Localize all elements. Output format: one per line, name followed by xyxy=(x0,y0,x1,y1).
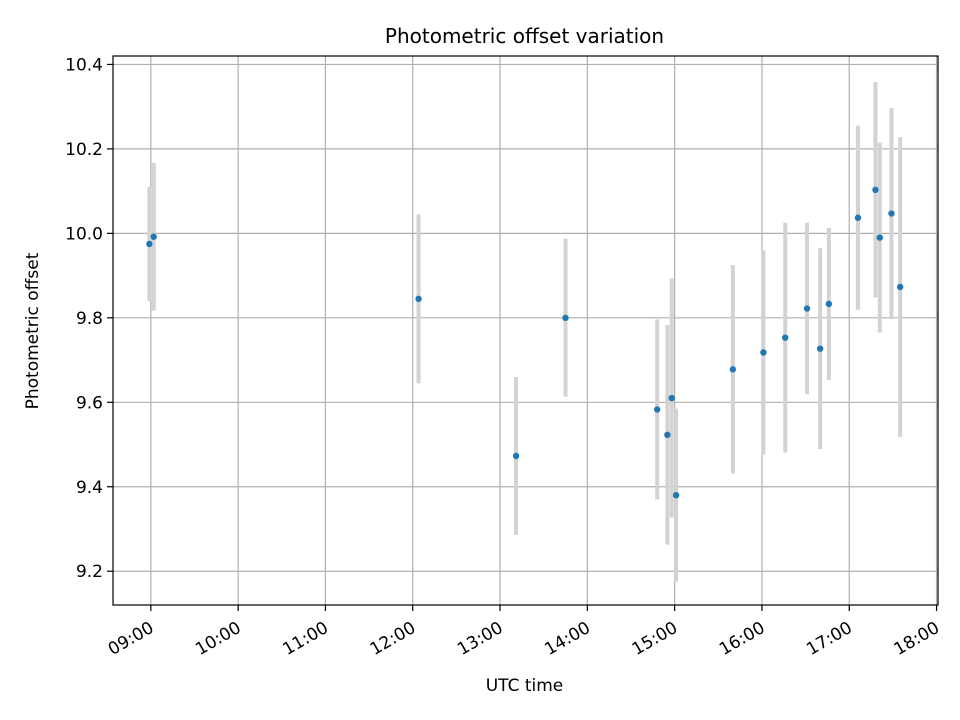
data-point xyxy=(729,366,737,373)
x-tick-label: 09:00 xyxy=(105,618,157,660)
data-point xyxy=(150,233,157,240)
x-tick-label: 11:00 xyxy=(279,618,331,660)
data-point xyxy=(415,295,422,303)
x-axis-label: UTC time xyxy=(486,676,564,696)
x-tick-label: 15:00 xyxy=(629,618,681,660)
x-tick-label: 12:00 xyxy=(367,618,419,660)
y-axis-label: Photometric offset xyxy=(23,252,43,409)
data-point xyxy=(760,349,767,356)
data-point xyxy=(803,305,811,312)
y-tick-label: 9.2 xyxy=(76,562,103,582)
data-point xyxy=(664,431,671,439)
y-tick-label: 10.4 xyxy=(65,55,103,75)
y-tick-label: 9.6 xyxy=(76,393,103,413)
x-tick-label: 18:00 xyxy=(891,618,943,660)
chart-title: Photometric offset variation xyxy=(385,24,664,48)
data-point xyxy=(825,300,833,308)
y-tick-label: 10.0 xyxy=(65,224,103,244)
data-point xyxy=(872,186,879,194)
grid-lines xyxy=(113,56,938,605)
data-point xyxy=(672,492,680,499)
data-points xyxy=(146,186,904,499)
x-tick-label: 17:00 xyxy=(803,618,855,660)
data-point xyxy=(668,394,675,402)
y-tick-label: 9.8 xyxy=(76,309,103,329)
data-point xyxy=(512,452,520,460)
data-point xyxy=(854,214,862,221)
y-tick-label: 10.2 xyxy=(65,140,103,160)
data-point xyxy=(876,234,883,241)
data-point xyxy=(782,334,789,341)
y-tick-label: 9.4 xyxy=(76,478,103,498)
plot-frame xyxy=(112,55,939,606)
data-point xyxy=(816,345,824,352)
x-tick-label: 10:00 xyxy=(192,618,244,660)
x-tick-label: 14:00 xyxy=(541,618,593,660)
data-point xyxy=(653,406,661,413)
data-point xyxy=(896,283,904,291)
data-point xyxy=(888,210,895,217)
y-axis-ticks: 9.2 9.4 9.6 9.8 10.0 10.2 10.4 xyxy=(65,55,113,582)
error-bars xyxy=(147,82,903,582)
x-tick-label: 16:00 xyxy=(716,618,768,660)
data-point xyxy=(146,240,153,248)
data-point xyxy=(562,314,569,322)
x-tick-label: 13:00 xyxy=(454,618,506,660)
x-axis-ticks: 09:00 10:00 11:00 12:00 13:00 14:00 15:00 16:00… xyxy=(105,605,943,660)
